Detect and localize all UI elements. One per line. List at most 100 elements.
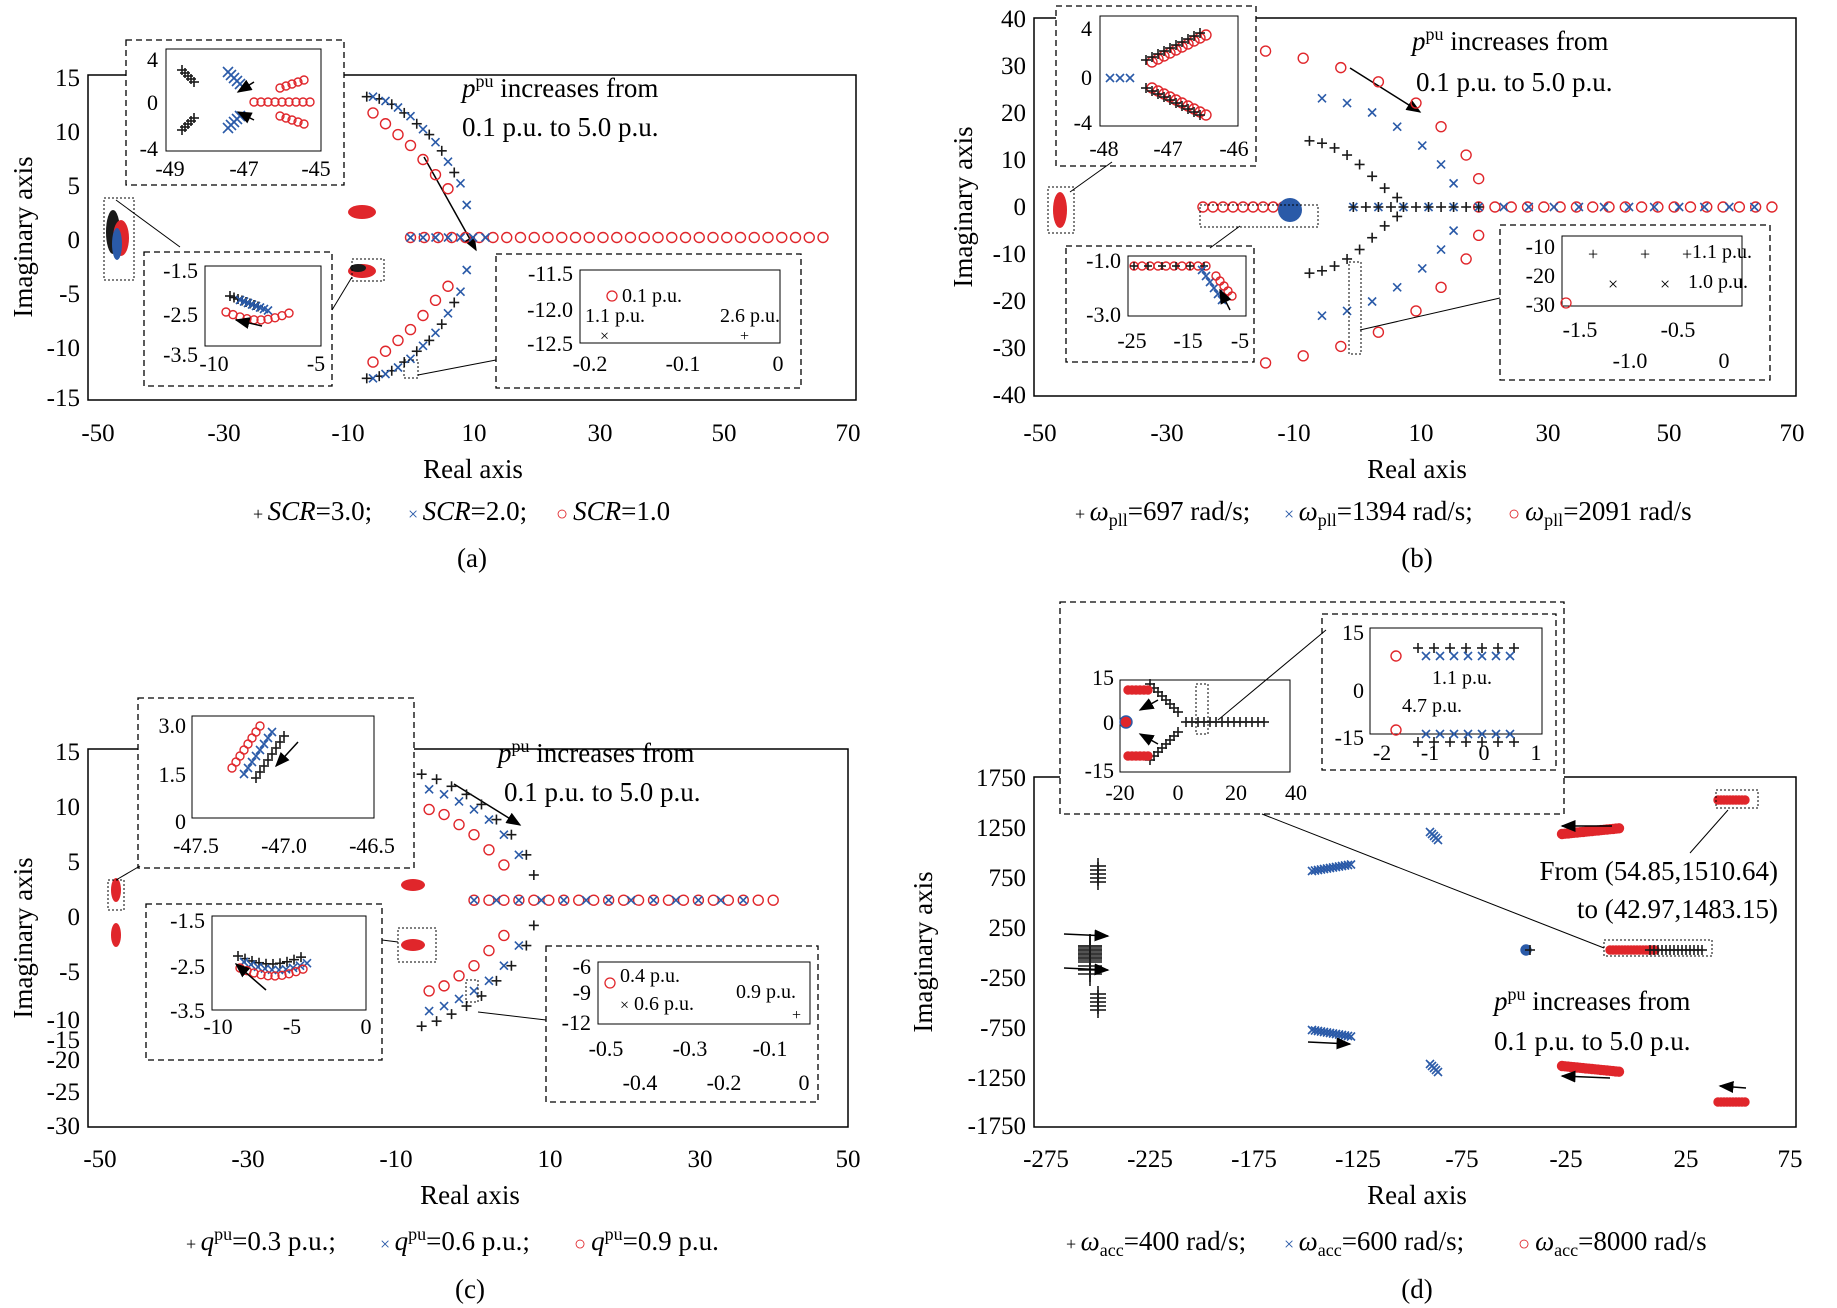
marks-b [1053,45,1778,369]
a-s1-p7 [455,178,466,188]
xticks-c: -50 -30 -10 10 30 50 [83,1146,860,1173]
c-real-16 [587,894,600,906]
d2-xd-2 [1449,729,1459,739]
ytick-c-5: -10 [47,1007,80,1034]
inset-a-3-ytick-0: -11.5 [528,261,573,286]
xtick-c-2: -10 [379,1146,412,1173]
inset-c-1: 3.0 1.5 0 -47.5 -47.0 -46.5 [107,697,415,911]
d-r-up-19 [1613,823,1625,834]
ytick-d-1: 1250 [976,815,1026,842]
c1-r-7 [255,721,265,731]
b-s0-p5 [1367,171,1378,182]
b-mid--19.2 [1227,201,1239,213]
a1-r-3 [270,97,280,107]
inset-c-1-ytick-0: 3.0 [159,713,187,738]
c-s2-p1m [438,980,450,992]
a-s1-p7m [455,287,466,297]
c-realx-33 [716,895,726,905]
b1-ku-2 [1153,49,1163,59]
a2-arrow [234,317,263,329]
b-s1-p3m [1392,282,1402,292]
inset-d-1: 15 0 -15 -20 0 20 40 15 0 -15 -2 -1 0 1 … [1059,601,1759,957]
d-arrow-3 [1307,1037,1352,1050]
inset-d-2-marks [1390,643,1519,747]
d2-ku-2 [1445,643,1455,653]
inset-b-2: -1.0 -3.0 -25 -15 -5 [1065,204,1319,363]
b-realk-16 [1448,202,1459,212]
inset-a-3-ytick-2: -12.5 [527,331,573,356]
b-s1-p6m [1449,226,1459,236]
b-realx-60 [1724,202,1734,212]
ytick-a-4: -5 [59,281,80,308]
a1-rd-3 [293,117,303,127]
a-real-35.2 [624,231,637,244]
inset-c-3-label-2: 0.9 p.u. [736,981,796,1003]
b-real-30.4 [1538,201,1550,213]
b-s2-p3 [1372,76,1385,88]
ytick-b-5: -10 [993,241,1026,268]
annotation-a-line2: 0.1 p.u. to 5.0 p.u. [462,112,659,142]
inset-a-1: 4 0 -4 -49 -47 -45 [103,39,345,281]
inset-a-2-ytick-0: -1.5 [163,258,198,283]
panel-label-c: (c) [455,1274,485,1304]
c-real-38 [752,894,764,906]
a-real-24.2 [556,231,568,244]
a-real-22.0 [542,231,554,244]
legend-a: + SCR=3.0; × SCR=2.0; ○ SCR=1.0 [253,496,670,526]
a-real-33.0 [611,231,623,244]
c2-r-5 [270,971,280,981]
c-s0-p2m [446,1009,457,1020]
a-real-0.0 [404,231,417,244]
inset-d-2-label-0: 1.1 p.u. [1432,667,1492,689]
inset-a-3-label-0: 0.1 p.u. [622,285,682,307]
d2-kd-1 [1429,737,1439,747]
c-s0-p7 [521,849,532,860]
xtick-b-5: 50 [1657,420,1682,447]
a-realx-6 [443,232,453,243]
b-realx-48 [1649,202,1659,212]
ytick-c-7: -20 [47,1047,80,1074]
inset-c-1-xtick-2: -46.5 [349,833,395,858]
xtick-a-3: 10 [462,420,487,447]
xtick-c-5: 50 [836,1146,861,1173]
d-arrow-2 [1063,963,1110,976]
b-mid--22.4 [1207,201,1219,213]
c-s1-p5 [499,830,509,840]
a-s2-p0m [367,356,379,368]
inset-c-3-label-1: 0.6 p.u. [634,993,694,1015]
d2-ku-6 [1509,643,1519,653]
a-real-55.0 [748,231,760,244]
b-s1-p2m [1367,296,1377,307]
b2-k-0 [1130,262,1138,270]
xlabel-b: Real axis [1367,454,1467,484]
ytick-a-0: 15 [55,65,80,92]
b2-k-4 [1186,262,1194,270]
a-s2-p4 [417,153,429,166]
c-realx-0 [469,895,479,905]
a-s2-p2m [392,334,404,347]
ytick-c-4: -5 [59,959,80,986]
panel-label-d: (d) [1401,1274,1432,1304]
b2-k-3 [1172,262,1180,270]
b2-k-2 [1158,262,1166,270]
xtick-b-0: -50 [1023,420,1056,447]
inset-b-3-label-1: 1.0 p.u. [1688,271,1748,293]
b1-ku-6 [1177,37,1187,47]
svg-text:+: + [792,1007,801,1024]
d-arrow-1 [1063,929,1110,942]
d2-xd-1 [1435,729,1445,739]
d2-xu-0 [1421,651,1431,661]
a-s2-p1 [379,118,392,130]
legend-b: + ωpll=697 rad/s; × ωpll=1394 rad/s; ○ ω… [1075,496,1692,530]
b-mid--16.0 [1247,201,1259,213]
c-s1-p2 [454,796,464,806]
c-s0-p3m [461,1001,472,1012]
inset-c-3-ytick-0: -6 [573,954,591,979]
b-real-59.0 [1717,201,1729,213]
d2-xu-4 [1477,651,1487,661]
b-s0-p7m [1392,211,1403,222]
b2-x-3 [1209,283,1219,293]
c-s2-p5 [498,859,510,871]
inset-b-3-xtick-bottom-1: 0 [1719,348,1730,373]
xtick-d-4: -75 [1445,1146,1478,1173]
